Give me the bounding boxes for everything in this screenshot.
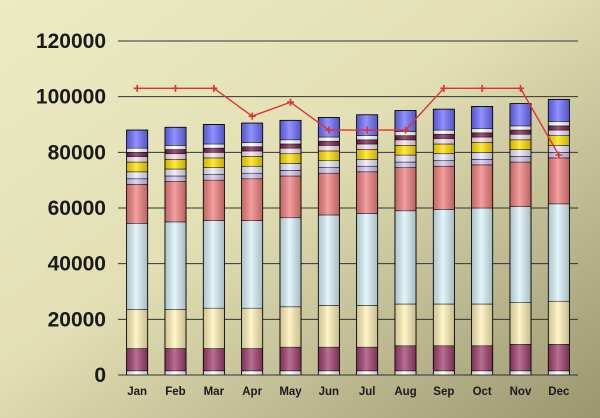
line-path [137, 87, 560, 156]
x-tick-label: Jul [359, 386, 376, 398]
y-tick-label: 20000 [48, 308, 106, 331]
x-tick-label: Oct [473, 386, 492, 398]
y-tick-label: 40000 [48, 253, 106, 276]
x-tick-label: Jun [319, 386, 339, 398]
line-point [172, 84, 179, 92]
x-tick-label: May [279, 386, 302, 398]
y-tick-label: 0 [94, 364, 106, 387]
line-point [363, 126, 371, 134]
line-point [402, 126, 409, 134]
bar-shading [471, 106, 494, 376]
bar-shading [317, 117, 340, 376]
line-point [517, 84, 524, 92]
line-point [325, 126, 333, 134]
bar-shading [547, 99, 570, 376]
bar-shading [279, 119, 302, 376]
y-tick-label: 120000 [36, 30, 106, 53]
x-tick-label: Sep [433, 386, 454, 398]
bar-shading [509, 103, 532, 376]
bar-shading [164, 126, 187, 376]
line-point [440, 84, 448, 92]
y-tick-label: 100000 [36, 86, 106, 109]
bar-shading [394, 110, 417, 376]
bar-shading [241, 122, 264, 376]
bar-shading [356, 114, 379, 376]
line-point [133, 84, 141, 92]
bar-shading [432, 108, 455, 376]
line-point [555, 151, 563, 159]
x-tick-label: Mar [204, 386, 225, 398]
gridlines [118, 40, 578, 320]
bar-shading [126, 129, 149, 376]
line-series [133, 84, 563, 159]
bar-shading [202, 124, 225, 376]
line-point [248, 112, 256, 120]
x-tick-label: Jan [127, 386, 147, 398]
line-point [478, 84, 486, 92]
x-tick-label: Feb [165, 386, 185, 398]
x-axis-ticks: Jan Feb Mar Apr May Jun Jul Aug Sep Oct Nov Dec [127, 386, 570, 398]
x-tick-label: Aug [394, 386, 416, 398]
y-tick-label: 60000 [48, 197, 106, 220]
x-tick-label: Nov [510, 386, 532, 398]
x-tick-label: Apr [242, 386, 262, 398]
y-axis-ticks: 0 20000 40000 60000 80000 100000 120000 [36, 30, 106, 387]
line-point [287, 98, 294, 106]
y-tick-label: 80000 [48, 141, 106, 164]
x-tick-label: Dec [548, 386, 570, 398]
line-point [210, 84, 218, 92]
